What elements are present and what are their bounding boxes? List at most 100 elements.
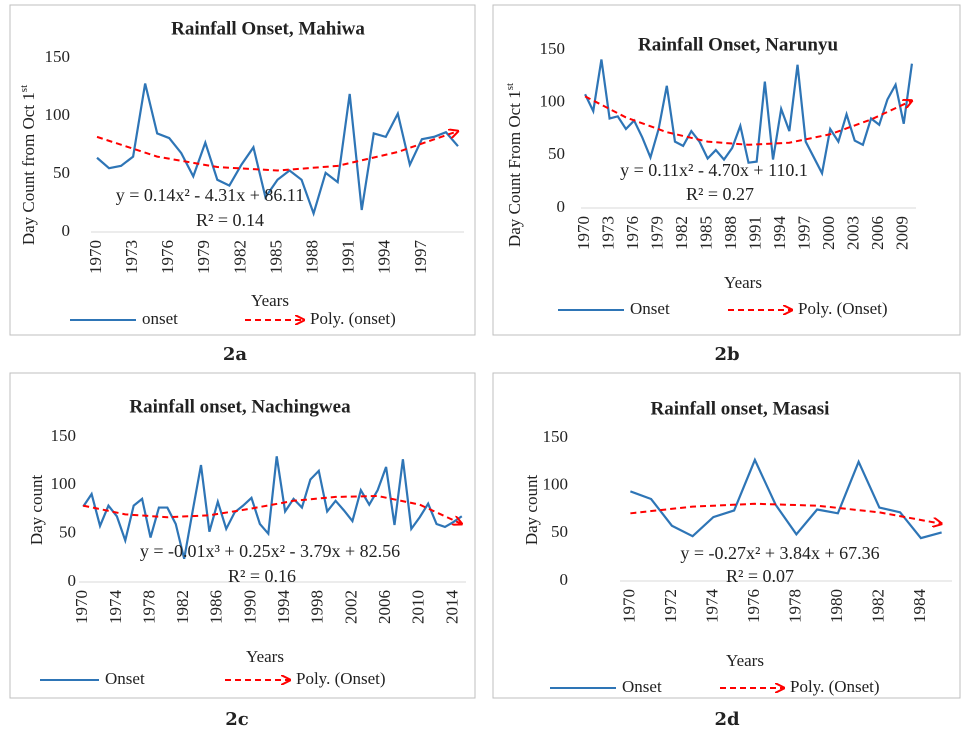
y-tick-label: 0 (62, 221, 71, 240)
y-tick-label: 150 (543, 427, 569, 446)
x-tick-label: 1982 (173, 590, 192, 624)
x-tick-label: 1970 (574, 216, 593, 250)
y-tick-label: 0 (68, 571, 77, 590)
x-tick-label: 2002 (341, 590, 360, 624)
x-axis-label: Years (246, 647, 284, 666)
legend-label: onset (142, 309, 178, 328)
x-tick-label: 1970 (86, 240, 105, 274)
legend-label: Onset (622, 677, 662, 696)
data-line (629, 457, 942, 540)
legend-label: Poly. (Onset) (296, 669, 386, 688)
chart-title: Rainfall Onset, Mahiwa (171, 18, 365, 39)
trend-line (96, 131, 458, 172)
x-tick-label: 1978 (785, 589, 804, 623)
legend-label: Onset (630, 299, 670, 318)
x-tick-label: 1974 (106, 590, 125, 625)
trend-line (83, 494, 462, 524)
x-axis-label: Years (726, 651, 764, 670)
x-tick-label: 1972 (661, 589, 680, 623)
x-tick-label: 1988 (303, 240, 322, 274)
x-tick-label: 1973 (599, 216, 618, 250)
y-axis-label: Day Count from Oct 1st (18, 85, 38, 245)
x-tick-label: 1990 (240, 590, 259, 624)
y-tick-label: 0 (560, 570, 569, 589)
x-tick-label: 1997 (411, 240, 430, 275)
x-tick-label: 1979 (648, 216, 667, 250)
x-tick-label: 1973 (122, 240, 141, 274)
y-axis-label-text: Day count (522, 475, 541, 546)
x-axis-label: Years (251, 291, 289, 310)
y-tick-label: 50 (53, 163, 70, 182)
y-tick-label: 100 (51, 474, 77, 493)
x-tick-label: 1982 (230, 240, 249, 274)
r-squared: R² = 0.07 (726, 566, 794, 586)
x-tick-label: 2006 (868, 216, 887, 250)
trend-line (630, 502, 941, 524)
x-tick-label: 1976 (744, 589, 763, 623)
legend-label: Poly. (onset) (310, 309, 396, 328)
y-tick-label: 50 (551, 522, 568, 541)
x-tick-label: 1970 (619, 589, 638, 623)
x-tick-label: 2014 (442, 590, 461, 625)
x-tick-label: 2003 (844, 216, 863, 250)
y-tick-label: 150 (51, 426, 77, 445)
panel-label: 2c (225, 709, 249, 730)
equation: y = -0.27x² + 3.84x + 67.36 (680, 543, 879, 563)
y-axis-label-text: Day Count From Oct 1 (505, 90, 524, 247)
r-squared: R² = 0.27 (686, 184, 754, 204)
equation: y = 0.11x² - 4.70x + 110.1 (620, 160, 808, 180)
y-tick-label: 100 (45, 105, 71, 124)
x-tick-label: 2006 (375, 590, 394, 624)
y-axis-label: Day count (522, 475, 541, 546)
panel-border (492, 4, 961, 336)
x-tick-label: 1982 (868, 589, 887, 623)
x-tick-label: 1994 (770, 216, 789, 251)
y-axis-label-sup: st (504, 83, 516, 90)
x-tick-label: 1994 (375, 240, 394, 275)
data-line (82, 456, 463, 560)
x-tick-label: 2010 (409, 590, 428, 624)
x-tick-label: 1985 (697, 216, 716, 250)
x-tick-label: 1976 (158, 240, 177, 274)
x-tick-label: 1994 (274, 590, 293, 625)
x-tick-label: 1986 (207, 590, 226, 624)
y-axis-label-text: Day Count from Oct 1 (19, 92, 38, 245)
r-squared: R² = 0.14 (196, 210, 264, 230)
panel-label: 2a (223, 344, 248, 365)
y-axis-label: Day Count From Oct 1st (504, 83, 524, 247)
legend-label: Poly. (Onset) (790, 677, 880, 696)
chart-title: Rainfall onset, Nachingwea (129, 396, 351, 417)
y-tick-label: 150 (540, 39, 566, 58)
y-tick-label: 150 (45, 47, 71, 66)
x-tick-label: 2000 (819, 216, 838, 250)
panel-label: 2b (714, 344, 739, 365)
y-axis-label-text: Day count (27, 475, 46, 546)
panel-border (492, 372, 961, 699)
x-tick-label: 1980 (827, 589, 846, 623)
x-tick-label: 1970 (72, 590, 91, 624)
x-tick-label: 1976 (623, 216, 642, 250)
data-line (584, 59, 914, 177)
trend-line (584, 95, 912, 146)
x-tick-label: 1998 (308, 590, 327, 624)
panel-label: 2d (714, 709, 740, 730)
r-squared: R² = 0.16 (228, 566, 296, 586)
y-tick-label: 50 (548, 144, 565, 163)
y-axis-label-sup: st (18, 85, 30, 92)
x-tick-label: 1988 (721, 216, 740, 250)
x-tick-label: 1991 (339, 240, 358, 274)
x-tick-label: 1984 (910, 589, 929, 624)
legend-label: Onset (105, 669, 145, 688)
x-tick-label: 1985 (266, 240, 285, 274)
legend-label: Poly. (Onset) (798, 299, 888, 318)
y-axis-label: Day count (27, 475, 46, 546)
chart-title: Rainfall Onset, Narunyu (638, 34, 838, 55)
x-tick-label: 2009 (893, 216, 912, 250)
y-tick-label: 0 (557, 197, 566, 216)
x-tick-label: 1997 (795, 216, 814, 251)
x-tick-label: 1979 (194, 240, 213, 274)
panel-border (9, 4, 476, 336)
y-tick-label: 100 (543, 475, 569, 494)
data-line (96, 83, 459, 217)
